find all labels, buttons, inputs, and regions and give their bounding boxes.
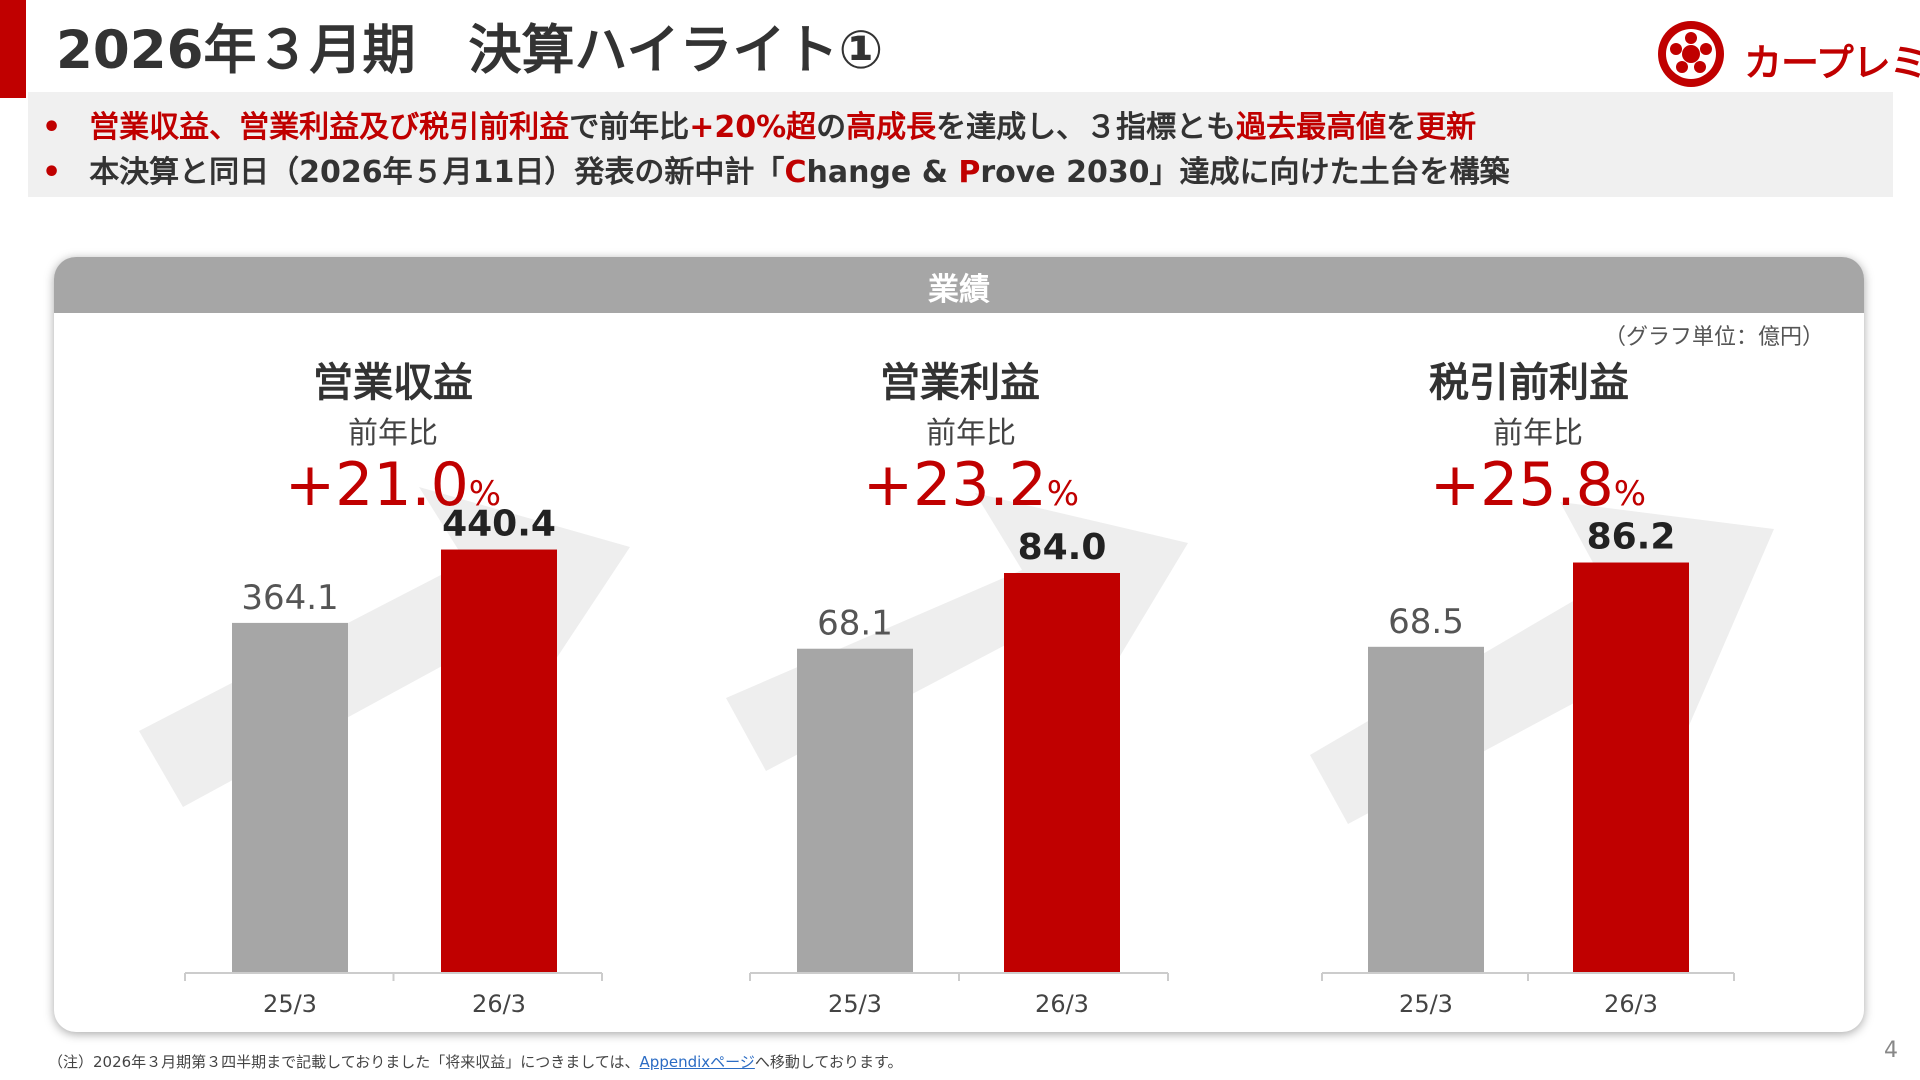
data-label: 364.1 [241, 578, 338, 618]
data-label: 68.1 [817, 604, 893, 644]
category-tick-label: 26/3 [1604, 990, 1658, 1018]
bar-26-3 [441, 549, 557, 973]
summary-box: • 営業収益、営業利益及び税引前利益で前年比+20%超の高成長を達成し、３指標とも… [28, 92, 1893, 197]
bullet-segment: P [958, 155, 981, 190]
category-tick-label: 25/3 [263, 990, 317, 1018]
flower-logo-icon [1658, 21, 1724, 87]
metric-yoy-label-operating-profit: 前年比 [926, 416, 1016, 451]
bar-25-3 [232, 622, 348, 973]
growth-value: +25.8 [1429, 450, 1614, 520]
growth-unit: % [1613, 474, 1647, 514]
category-tick-label: 25/3 [1399, 990, 1453, 1018]
bullet-dot-icon: • [42, 110, 62, 145]
data-label: 84.0 [1018, 527, 1107, 568]
bullet-dot-icon: • [42, 155, 62, 190]
bullet-segment: 更新 [1416, 110, 1477, 145]
footnote: （注）2026年３月期第３四半期まで記載しておりました「将来収益」につきましては… [48, 1051, 902, 1072]
metric-yoy-label-pretax-profit: 前年比 [1493, 416, 1583, 451]
metric-yoy-label-revenue: 前年比 [348, 416, 438, 451]
title-accent-bar [0, 0, 26, 98]
bullet-segment: hange & [806, 155, 959, 190]
metric-growth-pretax-profit: +25.8% [1338, 450, 1738, 520]
summary-bullet-1: • 営業収益、営業利益及び税引前利益で前年比+20%超の高成長を達成し、３指標とも… [42, 102, 1476, 146]
bullet-segment: 本決算と同日（2026年５月11日）発表の新中計「 [89, 155, 785, 190]
bullet-text-2: 本決算と同日（2026年５月11日）発表の新中計「Change & Prove … [89, 155, 1509, 190]
footnote-text-end: へ移動しております。 [754, 1053, 903, 1071]
bullet-segment: +20%超 [689, 110, 817, 145]
bullet-segment: で前年比 [569, 110, 690, 145]
data-label: 86.2 [1587, 517, 1676, 558]
panel-header: 業績 [54, 257, 1864, 313]
growth-unit: % [1046, 474, 1080, 514]
category-tick-label: 26/3 [472, 990, 526, 1018]
company-logo: カープレミア [1655, 18, 1920, 90]
bullet-segment: C [784, 155, 807, 190]
bullet-segment: 過去最高値 [1236, 110, 1387, 145]
bullet-text-1: 営業収益、営業利益及び税引前利益で前年比+20%超の高成長を達成し、３指標とも過… [89, 110, 1476, 145]
appendix-link[interactable]: Appendixページ [639, 1053, 755, 1071]
metric-title-operating-profit: 営業利益 [880, 360, 1040, 406]
metric-title-revenue: 営業収益 [313, 360, 473, 406]
bullet-segment: 営業収益、営業利益及び税引前利益 [89, 110, 570, 145]
panel-header-title: 業績 [928, 272, 990, 308]
page-number: 4 [1884, 1038, 1898, 1063]
summary-bullet-2: • 本決算と同日（2026年５月11日）発表の新中計「Change & Prove… [42, 147, 1510, 191]
growth-value: +23.2 [862, 450, 1047, 520]
logo-wordmark: カープレミア [1744, 41, 1920, 85]
bullet-segment: 高成長 [846, 110, 937, 145]
bar-26-3 [1004, 573, 1120, 973]
footnote-text: （注）2026年３月期第３四半期まで記載しておりました「将来収益」につきましては… [48, 1053, 640, 1071]
slide-title: 2026年３月期 決算ハイライト① [56, 20, 884, 81]
bullet-segment: rove 2030」達成に向けた土台を構築 [980, 155, 1510, 190]
metric-title-pretax-profit: 税引前利益 [1429, 360, 1629, 406]
bar-25-3 [1368, 646, 1484, 973]
category-tick-label: 26/3 [1035, 990, 1089, 1018]
data-label: 68.5 [1388, 602, 1464, 642]
growth-unit: % [468, 474, 502, 514]
metric-growth-operating-profit: +23.2% [771, 450, 1171, 520]
bar-25-3 [797, 648, 913, 973]
bar-26-3 [1573, 562, 1689, 973]
unit-note: （グラフ単位：億円） [1603, 325, 1824, 350]
category-tick-label: 25/3 [828, 990, 882, 1018]
metric-growth-revenue: +21.0% [193, 450, 593, 520]
bullet-segment: の [816, 110, 847, 145]
growth-value: +21.0 [284, 450, 469, 520]
bullet-segment: を達成し、３指標とも [936, 110, 1237, 145]
bullet-segment: を [1386, 110, 1417, 145]
data-label: 440.4 [442, 504, 556, 545]
